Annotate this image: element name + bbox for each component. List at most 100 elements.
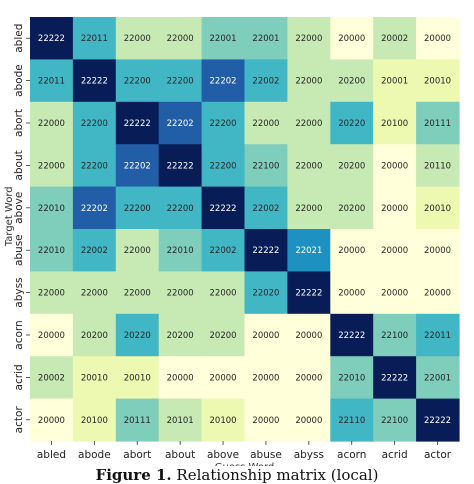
- cell-value-label: 22000: [81, 289, 108, 299]
- heatmap-cell: [30, 271, 74, 315]
- cell-value-label: 20111: [424, 119, 451, 129]
- heatmap-cell: [244, 101, 288, 145]
- heatmap-cell: [201, 144, 246, 188]
- cell-value-label: 22000: [167, 34, 194, 44]
- relationship-heatmap: 22222 22011 22000 22000 22001 22001 22000 20000…: [4, 17, 460, 466]
- cell-value-label: 20111: [124, 416, 151, 426]
- heatmap-cell: [201, 101, 246, 145]
- figure-caption-text: Relationship matrix (local): [171, 466, 379, 484]
- heatmap-cell: [158, 59, 203, 103]
- cell-value-label: 20000: [381, 289, 408, 299]
- heatmap-cell: [72, 271, 117, 315]
- x-tick-label: abyss: [294, 449, 324, 461]
- figure-caption-label: Figure 1.: [95, 466, 172, 484]
- heatmap-cell: [416, 17, 460, 60]
- y-tick-label: abuse: [13, 234, 25, 266]
- heatmap-cell: [72, 313, 117, 357]
- heatmap-cell: [416, 398, 460, 442]
- cell-value-label: 22010: [167, 246, 194, 256]
- cell-value-label: 20000: [424, 34, 451, 44]
- x-tick-label: above: [207, 449, 239, 461]
- heatmap-cell: [416, 271, 460, 315]
- heatmap-cell: [115, 101, 160, 145]
- cell-value-label: 20000: [424, 246, 451, 256]
- heatmap-cell: [330, 17, 374, 60]
- heatmap-cell: [373, 271, 417, 315]
- heatmap-cell: [115, 313, 160, 357]
- cell-value-label: 22222: [295, 289, 322, 299]
- heatmap-cell: [330, 313, 374, 357]
- cell-value-label: 22100: [381, 416, 408, 426]
- heatmap-cell: [373, 59, 417, 103]
- cell-value-label: 22222: [81, 77, 108, 87]
- cell-value-label: 22000: [167, 289, 194, 299]
- heatmap-cell: [287, 144, 331, 188]
- heatmap-cell: [72, 186, 117, 230]
- heatmap-cell: [330, 229, 374, 272]
- heatmap-cell: [201, 398, 246, 442]
- x-tick-label: abled: [37, 449, 66, 461]
- heatmap-cell: [416, 101, 460, 145]
- cell-value-label: 20101: [167, 416, 194, 426]
- cell-value-label: 22000: [210, 289, 237, 299]
- heatmap-cell: [30, 144, 74, 188]
- heatmap-cell: [244, 17, 288, 60]
- heatmap-cell: [30, 313, 74, 357]
- cell-value-label: 22202: [210, 77, 237, 87]
- cell-value-label: 22202: [167, 119, 194, 129]
- cell-value-label: 22200: [81, 161, 108, 171]
- cell-value-label: 20000: [381, 246, 408, 256]
- heatmap-cell: [115, 17, 160, 60]
- cell-value-label: 22000: [38, 161, 65, 171]
- cell-value-label: 22200: [210, 161, 237, 171]
- heatmap-cell: [158, 313, 203, 357]
- cell-value-label: 22110: [338, 416, 365, 426]
- heatmap-cell: [416, 313, 460, 357]
- cell-value-label: 22002: [210, 246, 237, 256]
- heatmap-cell: [287, 271, 331, 315]
- x-tick-label: acorn: [337, 449, 366, 461]
- heatmap-cell: [158, 229, 203, 272]
- cell-value-label: 22011: [424, 331, 451, 341]
- cell-value-label: 22200: [124, 77, 151, 87]
- heatmap-cell: [330, 398, 374, 442]
- heatmap-cell: [201, 186, 246, 230]
- heatmap-cell: [373, 398, 417, 442]
- heatmap-cell: [373, 144, 417, 188]
- cell-value-label: 20001: [381, 77, 408, 87]
- cell-value-label: 20010: [424, 77, 451, 87]
- cell-value-label: 22222: [167, 161, 194, 171]
- cell-value-label: 22010: [38, 246, 65, 256]
- heatmap-cell: [330, 186, 374, 230]
- heatmap-cell: [158, 17, 203, 60]
- x-tick-label: abort: [123, 449, 151, 461]
- heatmap-cell: [72, 101, 117, 145]
- y-tick-label: acrid: [13, 364, 25, 390]
- heatmap-cell: [330, 271, 374, 315]
- cell-value-label: 20002: [38, 373, 65, 383]
- cell-value-label: 22200: [210, 119, 237, 129]
- cell-value-label: 20010: [124, 373, 151, 383]
- heatmap-cell: [330, 101, 374, 145]
- y-axis-label: Target Word: [4, 186, 15, 247]
- cell-value-label: 22001: [424, 373, 451, 383]
- heatmap-cell: [201, 229, 246, 272]
- cell-value-label: 20000: [38, 331, 65, 341]
- cell-value-label: 22000: [295, 34, 322, 44]
- cell-value-label: 20100: [381, 119, 408, 129]
- y-tick-label: acorn: [13, 320, 25, 349]
- heatmap-cell: [244, 186, 288, 230]
- cell-value-label: 20000: [38, 416, 65, 426]
- cell-value-label: 22000: [295, 119, 322, 129]
- heatmap-cell: [115, 271, 160, 315]
- heatmap-cell: [287, 229, 331, 272]
- cell-value-label: 20100: [210, 416, 237, 426]
- cell-value-label: 22000: [295, 161, 322, 171]
- heatmap-cell: [416, 229, 460, 272]
- cell-value-label: 20200: [210, 331, 237, 341]
- heatmap-cell: [330, 144, 374, 188]
- heatmap-cell: [416, 144, 460, 188]
- cell-value-label: 22222: [252, 246, 279, 256]
- cell-value-label: 22222: [210, 204, 237, 214]
